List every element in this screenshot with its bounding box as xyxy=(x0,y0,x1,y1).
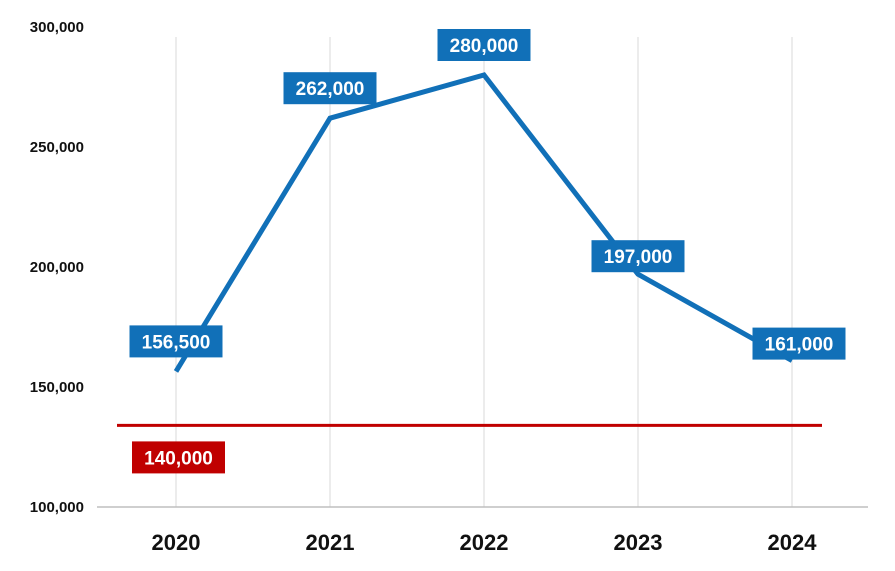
x-tick-label: 2022 xyxy=(460,530,509,555)
reference-line-group: 140,000 xyxy=(117,423,822,474)
data-label: 197,000 xyxy=(604,247,673,268)
data-label: 280,000 xyxy=(450,36,519,57)
series-line xyxy=(173,72,794,373)
data-label-box xyxy=(129,325,223,358)
reference-label: 140,000 xyxy=(144,448,213,469)
data-label: 156,500 xyxy=(142,332,211,353)
x-tick-label: 2024 xyxy=(768,530,818,555)
x-tick-label: 2021 xyxy=(306,530,355,555)
y-tick-label: 100,000 xyxy=(30,499,84,516)
data-label: 161,000 xyxy=(765,335,834,356)
series-line-group xyxy=(173,72,794,373)
y-tick-label: 250,000 xyxy=(30,139,84,156)
data-label-group: 156,500 262,000 280,000 197,000 161,000 xyxy=(129,29,846,360)
data-label: 262,000 xyxy=(296,79,365,100)
y-tick-label: 200,000 xyxy=(30,259,84,276)
data-label-box xyxy=(283,72,377,105)
x-axis-tick-labels: 2020 2021 2022 2023 2024 xyxy=(152,530,818,555)
reference-label-box xyxy=(132,441,225,474)
y-tick-label: 150,000 xyxy=(30,379,84,396)
data-label-box xyxy=(591,240,685,273)
x-tick-label: 2023 xyxy=(614,530,663,555)
y-axis-tick-labels: 100,000 150,000 200,000 250,000 300,000 xyxy=(30,19,84,516)
data-label-box xyxy=(437,29,531,61)
data-label-box xyxy=(752,327,846,360)
y-tick-label: 300,000 xyxy=(30,19,84,36)
x-tick-label: 2020 xyxy=(152,530,201,555)
vertical-gridlines xyxy=(175,37,793,507)
